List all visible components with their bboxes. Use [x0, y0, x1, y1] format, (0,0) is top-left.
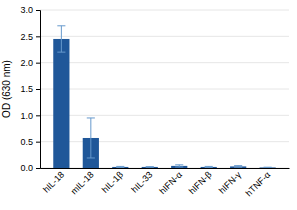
- x-tick: hIFN-β: [187, 168, 214, 196]
- x-tick-label: hIL-33: [129, 170, 154, 195]
- bar: [260, 167, 276, 168]
- grid-line: [40, 115, 289, 116]
- y-tick: 2.5: [20, 32, 40, 42]
- error-bar: [116, 166, 124, 167]
- error-bar: [234, 166, 242, 168]
- bar: [53, 39, 69, 168]
- x-axis-line: [41, 168, 290, 169]
- grid-line: [40, 168, 289, 169]
- chart: 0.00.51.01.52.02.53.0hIL-18mIL-18hIL-1βh…: [0, 0, 297, 210]
- bar: [112, 167, 128, 168]
- x-tick-label: hIL-18: [41, 170, 66, 195]
- y-tick-label: 3.0: [20, 5, 33, 15]
- y-tick-mark: [36, 63, 40, 64]
- grid-line: [40, 36, 289, 37]
- y-tick: 0.0: [20, 163, 40, 173]
- bar: [142, 167, 158, 168]
- y-tick: 2.0: [20, 58, 40, 68]
- x-tick: hIL-33: [129, 168, 154, 195]
- y-tick: 0.5: [20, 137, 40, 147]
- y-tick-mark: [36, 10, 40, 11]
- error-bar: [87, 118, 95, 158]
- x-axis: hIL-18mIL-18hIL-1βhIL-33hIFN-αhIFN-βhIFN…: [41, 168, 290, 198]
- x-tick: hIFN-γ: [217, 168, 244, 196]
- y-tick-mark: [36, 115, 40, 116]
- x-tick-label: hIL-1β: [100, 170, 125, 195]
- error-bar: [57, 26, 65, 52]
- y-tick: 1.5: [20, 84, 40, 94]
- y-tick-mark: [36, 89, 40, 90]
- x-tick: mIL-18: [69, 168, 96, 196]
- x-tick-label: mIL-18: [69, 170, 96, 197]
- y-tick-label: 2.5: [20, 32, 33, 42]
- y-tick-mark: [36, 36, 40, 37]
- x-tick: hIL-18: [41, 168, 66, 195]
- x-tick-label: hTNF-α: [244, 170, 273, 199]
- x-tick: hIFN-α: [157, 168, 184, 196]
- grid-line: [40, 10, 289, 11]
- x-tick-label: hIFN-α: [157, 170, 184, 197]
- error-bar: [175, 165, 183, 167]
- y-tick-label: 1.5: [20, 84, 33, 94]
- y-tick: 1.0: [20, 111, 40, 121]
- y-tick-label: 0.5: [20, 137, 33, 147]
- error-bar: [205, 166, 213, 167]
- grid-line: [40, 141, 289, 142]
- error-bar: [264, 167, 272, 168]
- y-tick-label: 2.0: [20, 58, 33, 68]
- x-tick-label: hIFN-γ: [217, 169, 244, 196]
- y-axis-title: OD (630 nm): [1, 60, 12, 118]
- bar: [230, 166, 246, 168]
- y-tick-mark: [36, 168, 40, 169]
- marks: [53, 26, 275, 168]
- error-bar: [146, 166, 154, 168]
- bar: [201, 167, 217, 168]
- grid: [40, 10, 289, 168]
- y-axis: 0.0 0.5 1.0 1.5 2.0 2.5 3.0: [20, 5, 40, 173]
- grid-line: [40, 62, 289, 63]
- y-tick-label: 1.0: [20, 111, 33, 121]
- x-tick: hIL-1β: [100, 168, 125, 195]
- y-tick-mark: [36, 142, 40, 143]
- y-tick: 3.0: [20, 5, 40, 15]
- x-tick-label: hIFN-β: [187, 170, 214, 197]
- grid-line: [40, 89, 289, 90]
- y-tick-label: 0.0: [20, 163, 33, 173]
- plot: 0.00.51.01.52.02.53.0hIL-18mIL-18hIL-1βh…: [1, 5, 290, 198]
- x-tick: hTNF-α: [244, 168, 273, 198]
- y-axis-line: [36, 11, 41, 169]
